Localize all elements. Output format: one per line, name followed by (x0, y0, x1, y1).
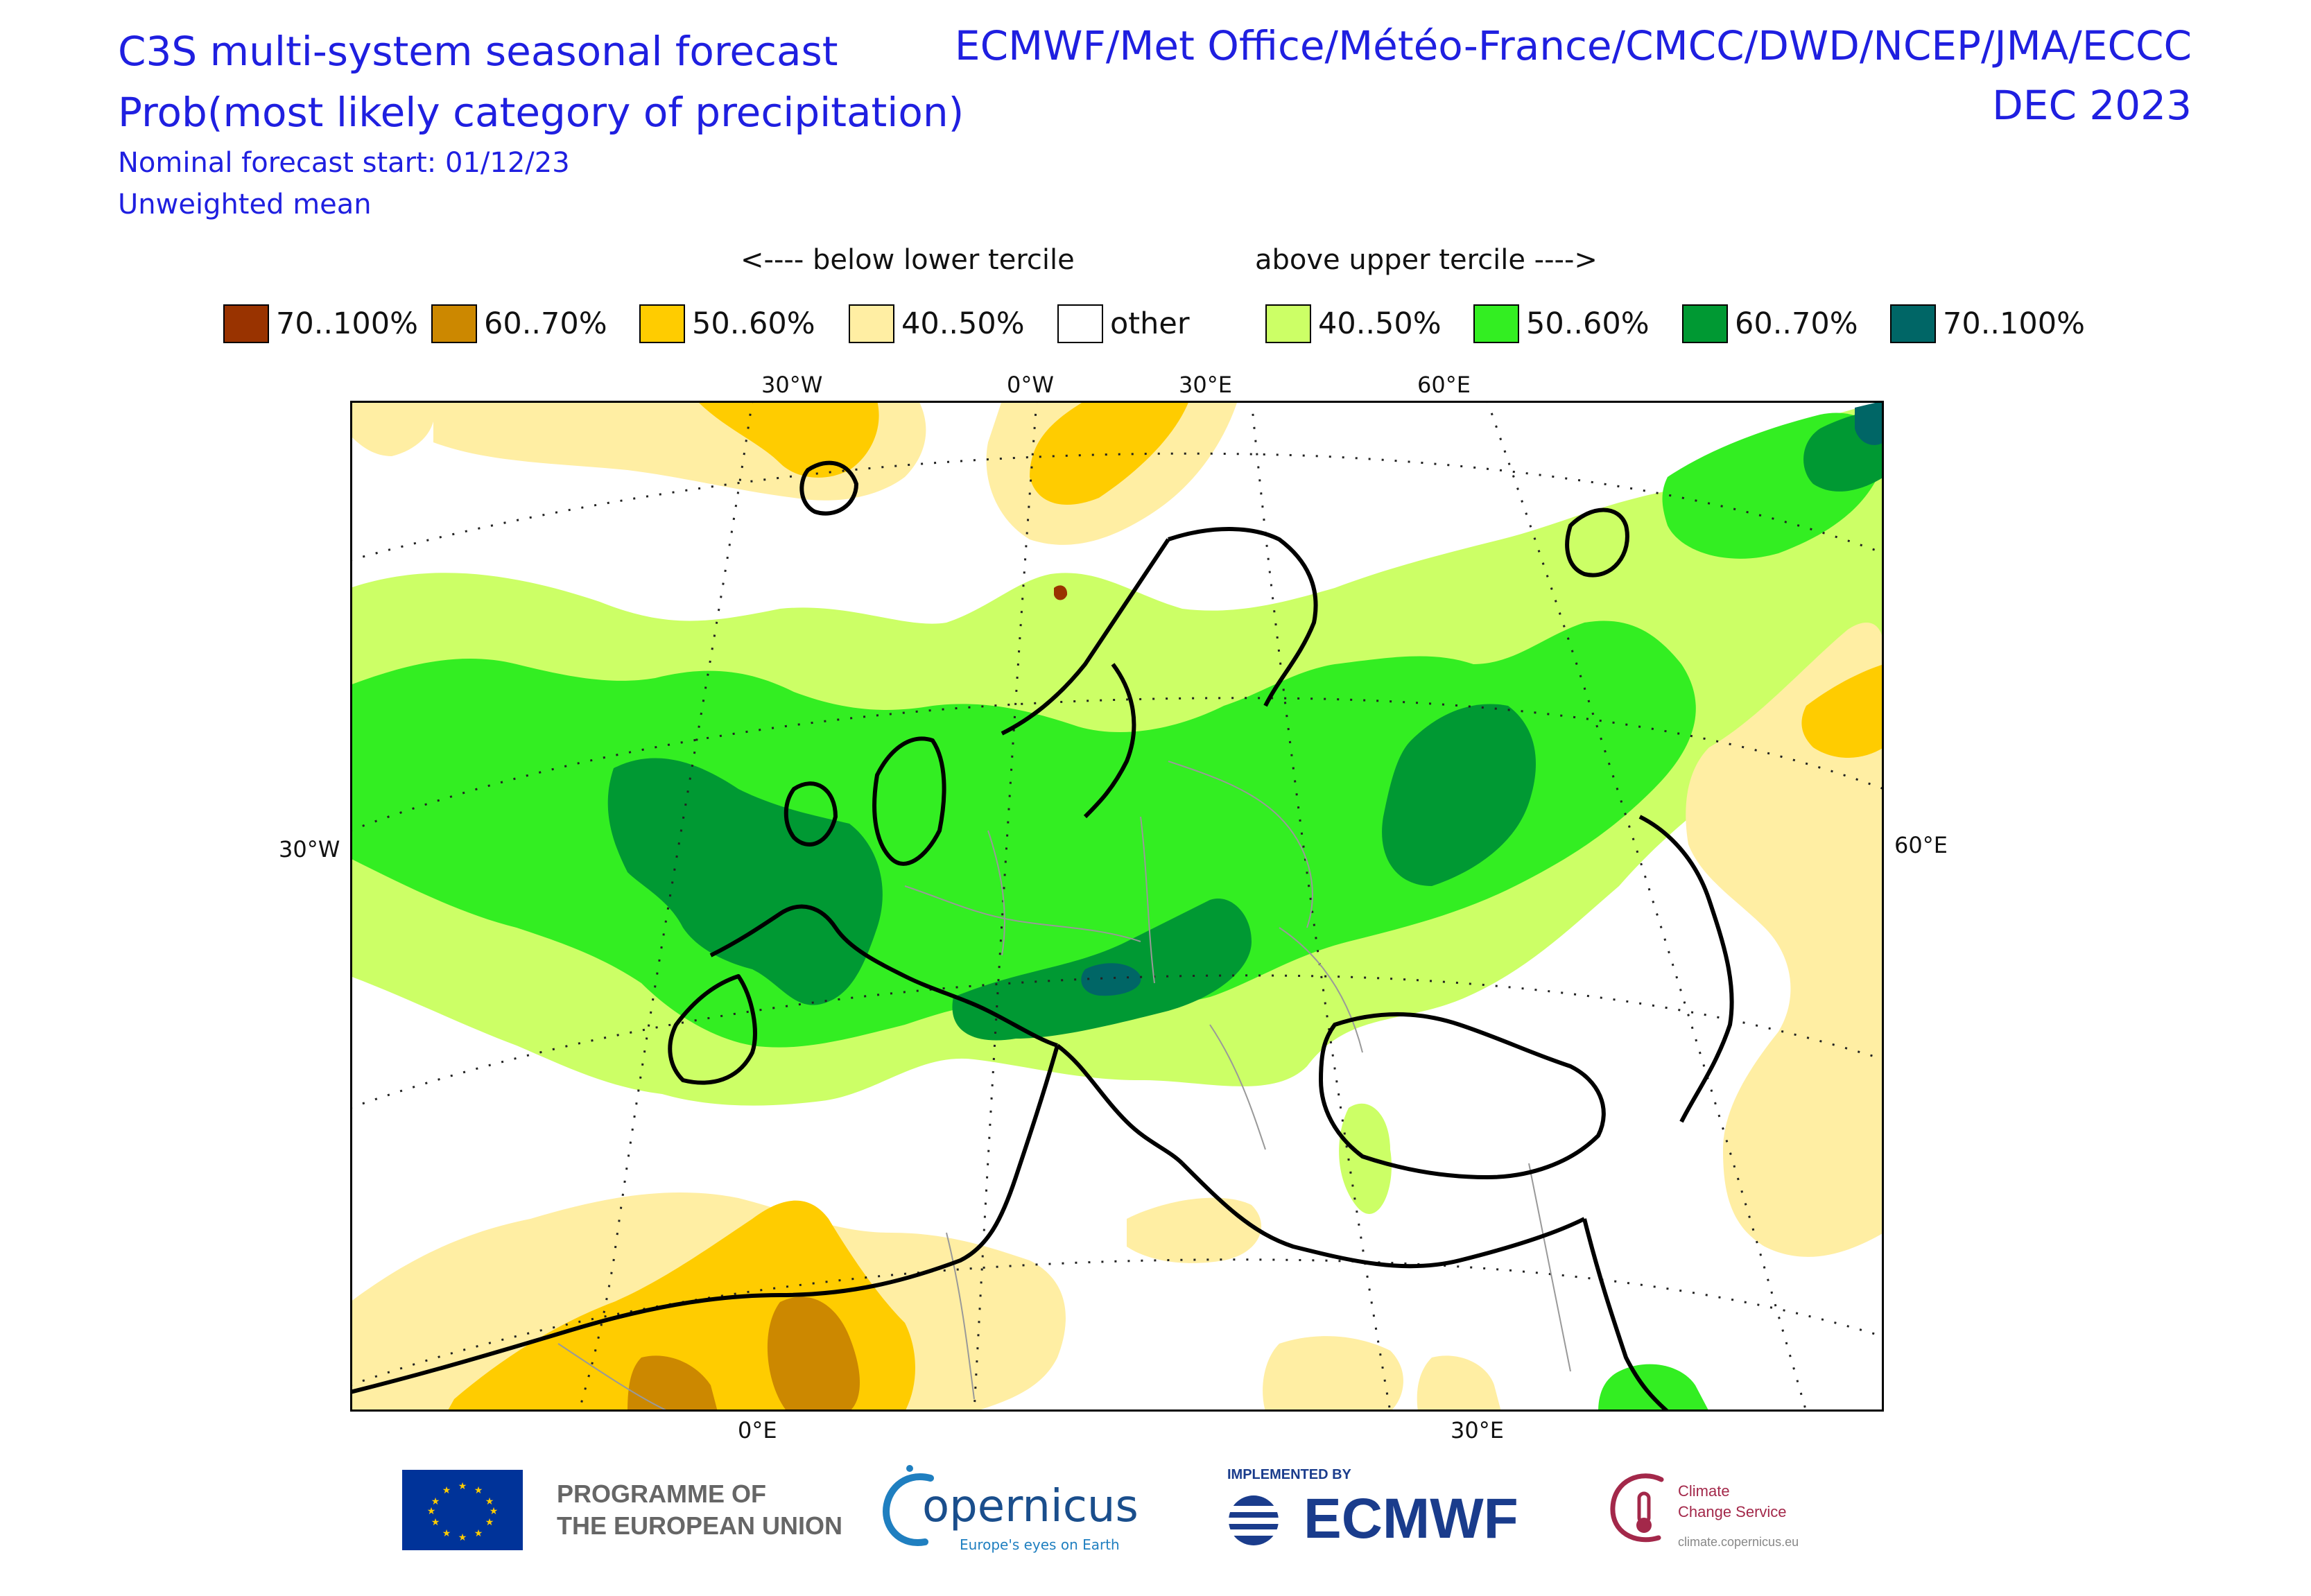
implemented-by: IMPLEMENTED BY (1227, 1467, 1351, 1482)
centres-list: ECMWF/Met Office/Météo-France/CMCC/DWD/N… (954, 22, 2192, 69)
copernicus-c-icon (882, 1465, 934, 1546)
ecmwf-symbol-icon (1229, 1495, 1305, 1545)
legend-item: 60..70% (1682, 303, 1858, 345)
eu-flag-logo: ★ ★★ ★★★ ★★★ ★★★ (402, 1470, 523, 1550)
ecmwf-name: ECMWF (1304, 1487, 1518, 1550)
legend-swatch (1473, 304, 1519, 343)
legend-swatch (1265, 304, 1311, 343)
mean-type: Unweighted mean (118, 189, 372, 220)
climate-thermometer-icon (1610, 1473, 1664, 1543)
svg-text:★: ★ (474, 1485, 483, 1496)
map-frame (350, 401, 1884, 1412)
c3s-url: climate.copernicus.eu (1678, 1535, 1799, 1549)
svg-text:★: ★ (431, 1517, 440, 1528)
bottom-tick-30e: 30°E (1451, 1417, 1504, 1443)
svg-text:★: ★ (490, 1506, 499, 1517)
legend-label: 40..50% (901, 306, 1025, 341)
svg-text:★: ★ (431, 1496, 440, 1507)
copernicus-tagline: Europe's eyes on Earth (960, 1536, 1120, 1553)
legend-label: 70..100% (276, 306, 418, 341)
legend-item: 70..100% (223, 303, 418, 345)
legend-swatch (639, 304, 685, 343)
svg-text:★: ★ (485, 1496, 494, 1507)
svg-text:★: ★ (458, 1481, 467, 1492)
region-below-70-100 (1054, 585, 1068, 600)
region-below-60-70 (627, 1296, 860, 1412)
top-tick-60e: 60°E (1417, 372, 1471, 398)
legend-label: 70..100% (1943, 306, 2085, 341)
legend-item: 60..70% (431, 303, 607, 345)
svg-text:★: ★ (442, 1528, 451, 1539)
top-tick-30e: 30°E (1179, 372, 1232, 398)
bottom-tick-0e: 0°E (738, 1417, 777, 1443)
legend-item: 40..50% (1265, 303, 1442, 345)
svg-text:★: ★ (485, 1517, 494, 1528)
legend-label: 50..60% (692, 306, 815, 341)
legend-swatch (431, 304, 477, 343)
legend-item: 50..60% (1473, 303, 1650, 345)
legend-label: 60..70% (1735, 306, 1858, 341)
legend-item: 50..60% (639, 303, 815, 345)
legend-swatch (1057, 304, 1103, 343)
legend-swatch (223, 304, 269, 343)
copernicus-name: opernicus (922, 1481, 1139, 1532)
region-above-70-100 (1081, 401, 1884, 996)
legend-label: other (1110, 306, 1190, 341)
programme-line1: PROGRAMME OF (557, 1480, 766, 1508)
coastlines (350, 460, 1734, 1412)
left-tick-30w: 30°W (279, 836, 340, 862)
legend-item: 40..50% (849, 303, 1025, 345)
legend-label: 50..60% (1526, 306, 1650, 341)
map-title: C3S multi-system seasonal forecast (118, 28, 838, 75)
legend-above-label: above upper tercile ----> (1255, 244, 1598, 276)
svg-text:★: ★ (427, 1506, 436, 1517)
legend-label: 60..70% (484, 306, 607, 341)
top-tick-0w: 0°W (1007, 372, 1054, 398)
svg-text:★: ★ (442, 1485, 451, 1496)
forecast-month: DEC 2023 (1992, 82, 2192, 129)
legend-below-label: <---- below lower tercile (741, 244, 1075, 276)
legend-swatch (1682, 304, 1728, 343)
forecast-start: Nominal forecast start: 01/12/23 (118, 147, 570, 179)
top-tick-30w: 30°W (761, 372, 823, 398)
forecast-map (350, 401, 1884, 1412)
svg-text:★: ★ (474, 1528, 483, 1539)
legend-item: 70..100% (1890, 303, 2085, 345)
legend-swatch (1890, 304, 1936, 343)
programme-line2: THE EUROPEAN UNION (557, 1511, 843, 1540)
c3s-line2: Change Service (1678, 1503, 1787, 1520)
legend-label: 40..50% (1318, 306, 1442, 341)
country-borders (557, 761, 1571, 1412)
legend-item: other (1057, 303, 1190, 345)
c3s-line1: Climate (1678, 1482, 1730, 1500)
svg-text:★: ★ (458, 1532, 467, 1543)
legend-swatch (849, 304, 894, 343)
map-subtitle: Prob(most likely category of precipitati… (118, 89, 964, 136)
right-tick-60e: 60°E (1894, 832, 1948, 858)
